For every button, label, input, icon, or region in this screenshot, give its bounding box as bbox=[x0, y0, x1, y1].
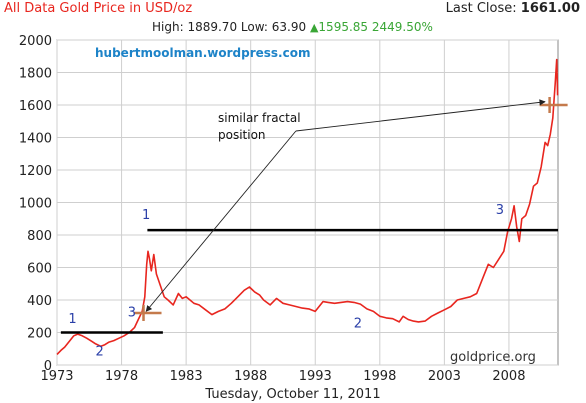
x-tick-label: 2008 bbox=[492, 369, 525, 384]
annotation-text: position bbox=[218, 128, 266, 142]
change-value: 1595.85 bbox=[318, 20, 369, 34]
y-tick-label: 2000 bbox=[19, 34, 52, 49]
x-tick-label: 1998 bbox=[363, 369, 396, 384]
last-close-value: 1661.00 bbox=[520, 1, 580, 16]
x-tick-label: 1988 bbox=[234, 369, 267, 384]
price-stats: High: 1889.70 Low: 63.90 ▲1595.85 2449.5… bbox=[152, 20, 433, 34]
high-label: High: bbox=[152, 20, 184, 34]
last-close: Last Close: 1661.00 bbox=[446, 1, 580, 16]
y-tick-label: 600 bbox=[27, 262, 52, 277]
wave-label: 3 bbox=[496, 203, 504, 218]
high-value: 1889.70 bbox=[187, 20, 238, 34]
wave-label: 2 bbox=[354, 317, 362, 332]
y-tick-label: 1600 bbox=[19, 99, 52, 114]
change-percent: 2449.50% bbox=[371, 20, 433, 34]
x-tick-label: 1993 bbox=[299, 369, 332, 384]
annotation-arrow bbox=[145, 130, 297, 312]
wave-label: 3 bbox=[128, 305, 136, 320]
x-tick-label: 2003 bbox=[428, 369, 461, 384]
y-tick-label: 1000 bbox=[19, 197, 52, 212]
x-tick-label: 1983 bbox=[170, 369, 203, 384]
x-tick-label: 1973 bbox=[40, 369, 73, 384]
low-value: 63.90 bbox=[271, 20, 307, 34]
wave-label: 2 bbox=[95, 344, 103, 359]
price-series-line bbox=[56, 58, 559, 355]
y-tick-label: 1200 bbox=[19, 164, 52, 179]
y-tick-label: 800 bbox=[27, 229, 52, 244]
wave-label: 1 bbox=[68, 312, 76, 327]
watermark-top: hubertmoolman.wordpress.com bbox=[95, 46, 310, 60]
annotation-arrow bbox=[295, 99, 546, 132]
x-tick-label: 1978 bbox=[105, 369, 138, 384]
triangle-up-icon: ▲ bbox=[309, 21, 319, 34]
y-tick-label: 1400 bbox=[19, 132, 52, 147]
annotation-text: similar fractal bbox=[218, 111, 301, 125]
watermark-bottom: goldprice.org bbox=[450, 350, 536, 365]
y-tick-label: 400 bbox=[27, 294, 52, 309]
y-tick-label: 1800 bbox=[19, 67, 52, 82]
low-label: Low: bbox=[240, 20, 268, 34]
y-tick-label: 200 bbox=[27, 327, 52, 342]
chart-title: All Data Gold Price in USD/oz bbox=[4, 1, 193, 16]
last-close-label: Last Close: bbox=[445, 1, 517, 16]
date-caption: Tuesday, October 11, 2011 bbox=[204, 387, 380, 402]
wave-label: 1 bbox=[142, 208, 150, 223]
y-tick-label: 0 bbox=[44, 359, 52, 374]
